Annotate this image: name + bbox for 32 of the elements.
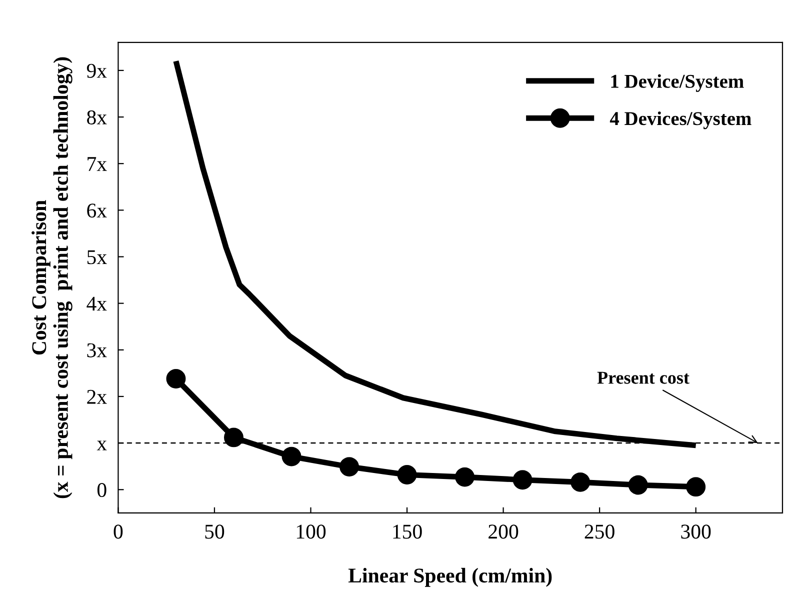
y-tick-label: x: [96, 440, 107, 450]
y-tick-label: 6x: [87, 204, 107, 218]
x-tick-label: 50: [205, 524, 224, 539]
x-tick-label: 0: [114, 524, 123, 539]
x-tick-label: 150: [393, 524, 422, 539]
y-tick-label: 2x: [87, 390, 107, 404]
y-axis-title: Cost Comparison (x = present cost using print and etch technology): [32, 57, 72, 498]
point: [224, 428, 244, 448]
x-tick-label: 250: [584, 524, 614, 539]
point: [628, 475, 648, 495]
point: [570, 472, 590, 492]
y-tick-label: 8x: [87, 110, 107, 124]
y-tick-label: 9x: [86, 64, 107, 78]
x-tick-label: 300: [681, 524, 711, 539]
y-tick-label: 4x: [86, 296, 107, 311]
y-tick-label: 0: [97, 483, 106, 498]
legend-label: 4 Devices/System: [610, 111, 752, 130]
x-tick-label: 100: [296, 524, 326, 539]
legend-label: 1 Device/System: [611, 74, 744, 92]
point: [397, 465, 417, 484]
point: [282, 446, 302, 466]
point: [455, 467, 475, 487]
point: [166, 369, 186, 388]
point: [686, 477, 706, 497]
x-axis-title: Linear Speed (cm/min): [348, 568, 552, 587]
point: [512, 470, 532, 490]
x-tick-label: 200: [488, 524, 518, 539]
y-tick-label: 7x: [88, 157, 107, 171]
y-tick-label: 5x: [87, 250, 107, 264]
point: [340, 457, 359, 477]
y-tick-label: 3x: [87, 343, 107, 358]
ref-line-label: Present cost: [597, 372, 690, 384]
